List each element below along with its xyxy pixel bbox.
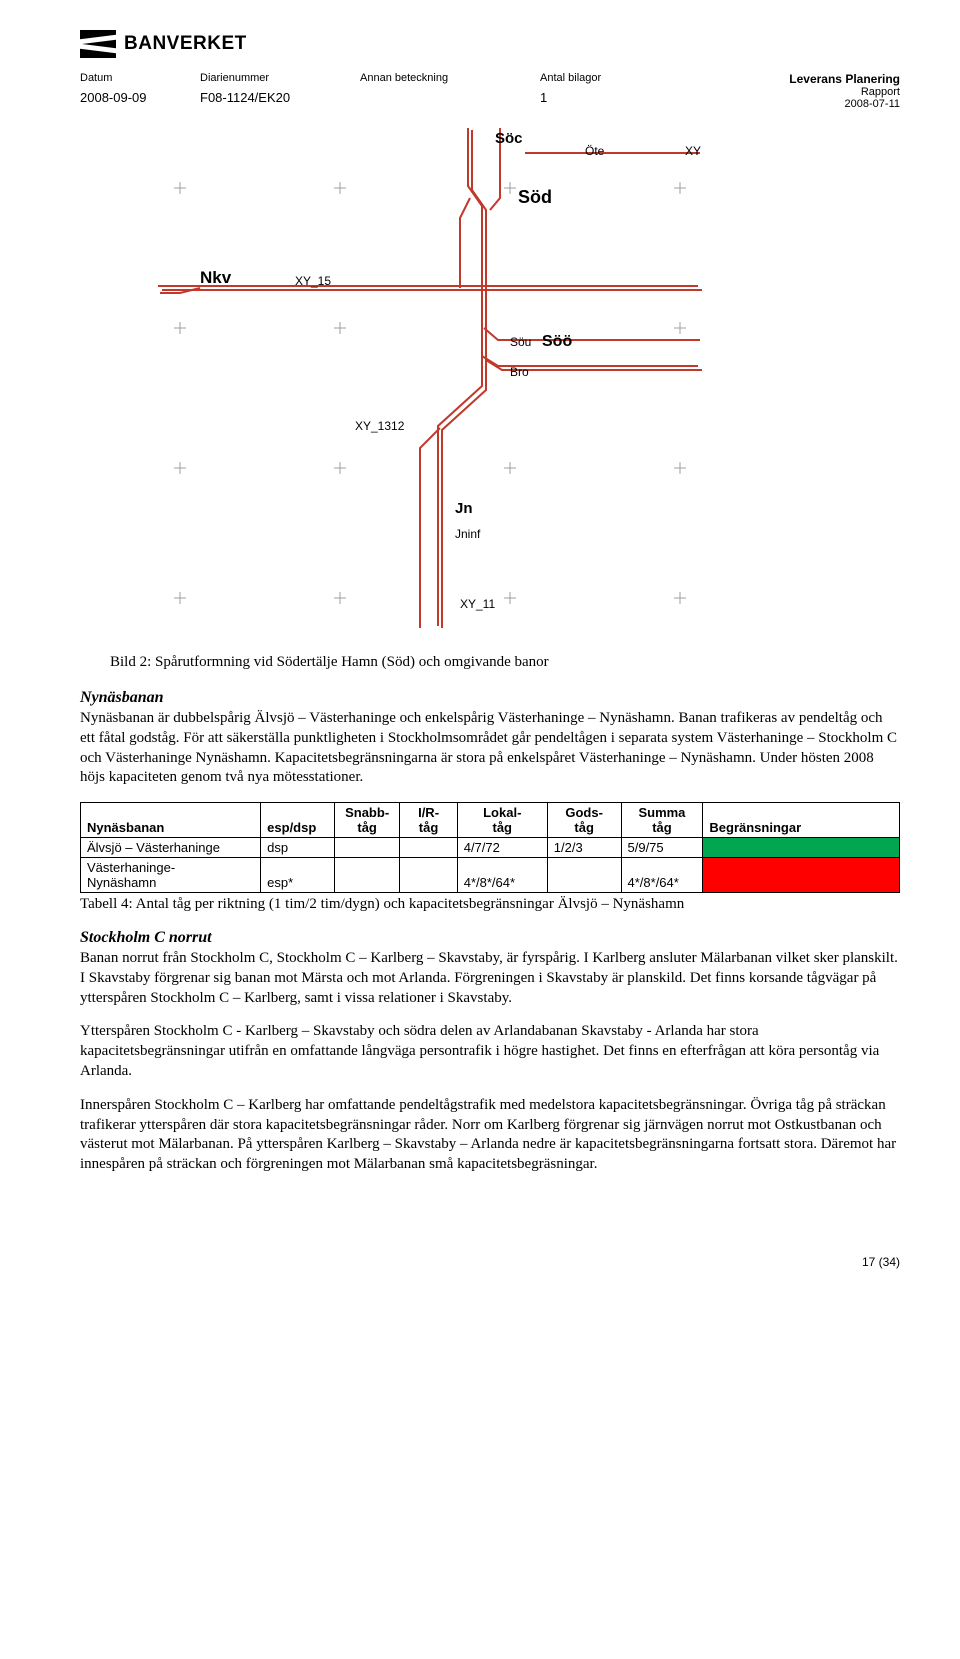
track-diagram-svg: Nkv XY_15 Söc Öte XY Söd Söu Söö Bro XY_1312 Jn Jni… [140,128,760,628]
table-cell [400,838,457,858]
table-header: esp/dsp [261,803,335,838]
table-cell [703,838,900,858]
svg-text:XY_1312: XY_1312 [355,419,405,433]
svg-text:Söd: Söd [518,187,552,207]
svg-text:Söu: Söu [510,335,531,349]
section-stockholm-title: Stockholm C norrut [80,929,900,947]
table-header: I/R-tåg [400,803,457,838]
svg-text:Jn: Jn [455,500,473,517]
table-row: Älvsjö – Västerhaningedsp 4/7/721/2/35/9/… [81,838,900,858]
table-cell: 1/2/3 [547,838,621,858]
meta-label-diarie: Diarienummer [200,72,360,90]
banverket-logo-icon [80,30,116,58]
meta-label-bilagor: Antal bilagor [540,72,660,90]
table-header: Gods-tåg [547,803,621,838]
meta-right-date: 2008-07-11 [789,98,900,110]
table-cell: 4*/8*/64* [621,858,703,893]
svg-text:Jninf: Jninf [455,527,481,541]
table-cell [334,838,400,858]
document-meta: Datum Diarienummer Annan beteckning Anta… [80,72,900,110]
table-header: Summatåg [621,803,703,838]
track-diagram: Nkv XY_15 Söc Öte XY Söd Söu Söö Bro XY_1312 Jn Jni… [140,128,900,628]
svg-text:Söc: Söc [495,130,523,147]
figure-caption: Bild 2: Spårutformning vid Södertälje Ha… [110,654,900,671]
table-cell: Älvsjö – Västerhaninge [81,838,261,858]
meta-label-annan: Annan beteckning [360,72,540,90]
table-cell [547,858,621,893]
svg-text:Öte: Öte [585,144,605,158]
svg-text:Nkv: Nkv [200,268,232,287]
table-cell: 4*/8*/64* [457,858,547,893]
logo-text: BANVERKET [124,33,247,55]
table-cell: Västerhaninge-Nynäshamn [81,858,261,893]
table-cell: 4/7/72 [457,838,547,858]
table-header: Lokal-tåg [457,803,547,838]
svg-text:XY: XY [685,144,701,158]
table-header: Snabb-tåg [334,803,400,838]
meta-right-sub: Rapport [789,86,900,98]
logo-row: BANVERKET [80,30,900,58]
page-number: 17 (34) [80,1255,900,1269]
capacity-table: Nynäsbananesp/dspSnabb-tågI/R-tågLokal-t… [80,802,900,893]
table-cell: dsp [261,838,335,858]
table-cell: 5/9/75 [621,838,703,858]
svg-text:XY_15: XY_15 [295,274,331,288]
meta-bilagor: 1 [540,90,660,111]
meta-diarie: F08-1124/EK20 [200,90,360,111]
svg-text:Söö: Söö [542,333,572,350]
table-cell [703,858,900,893]
table-header: Begränsningar [703,803,900,838]
svg-text:Bro: Bro [510,365,529,379]
table-row: Västerhaninge-Nynäshamnesp* 4*/8*/64* 4*/8… [81,858,900,893]
section-stockholm-p2: Ytterspåren Stockholm C - Karlberg – Ska… [80,1022,900,1081]
meta-right-title: Leverans Planering [789,72,900,86]
table-cell [400,858,457,893]
svg-text:XY_11: XY_11 [460,597,495,611]
section-stockholm-p3: Innerspåren Stockholm C – Karlberg har o… [80,1096,900,1175]
meta-label-datum: Datum [80,72,200,90]
table-cell: esp* [261,858,335,893]
table-caption: Tabell 4: Antal tåg per riktning (1 tim/… [80,895,900,915]
section-stockholm-p1: Banan norrut från Stockholm C, Stockholm… [80,949,900,1008]
section-nynasbanan-body: Nynäsbanan är dubbelspårig Älvsjö – Väst… [80,709,900,788]
meta-annan [360,90,540,111]
meta-datum: 2008-09-09 [80,90,200,111]
section-nynasbanan-title: Nynäsbanan [80,689,900,707]
table-header: Nynäsbanan [81,803,261,838]
table-cell [334,858,400,893]
